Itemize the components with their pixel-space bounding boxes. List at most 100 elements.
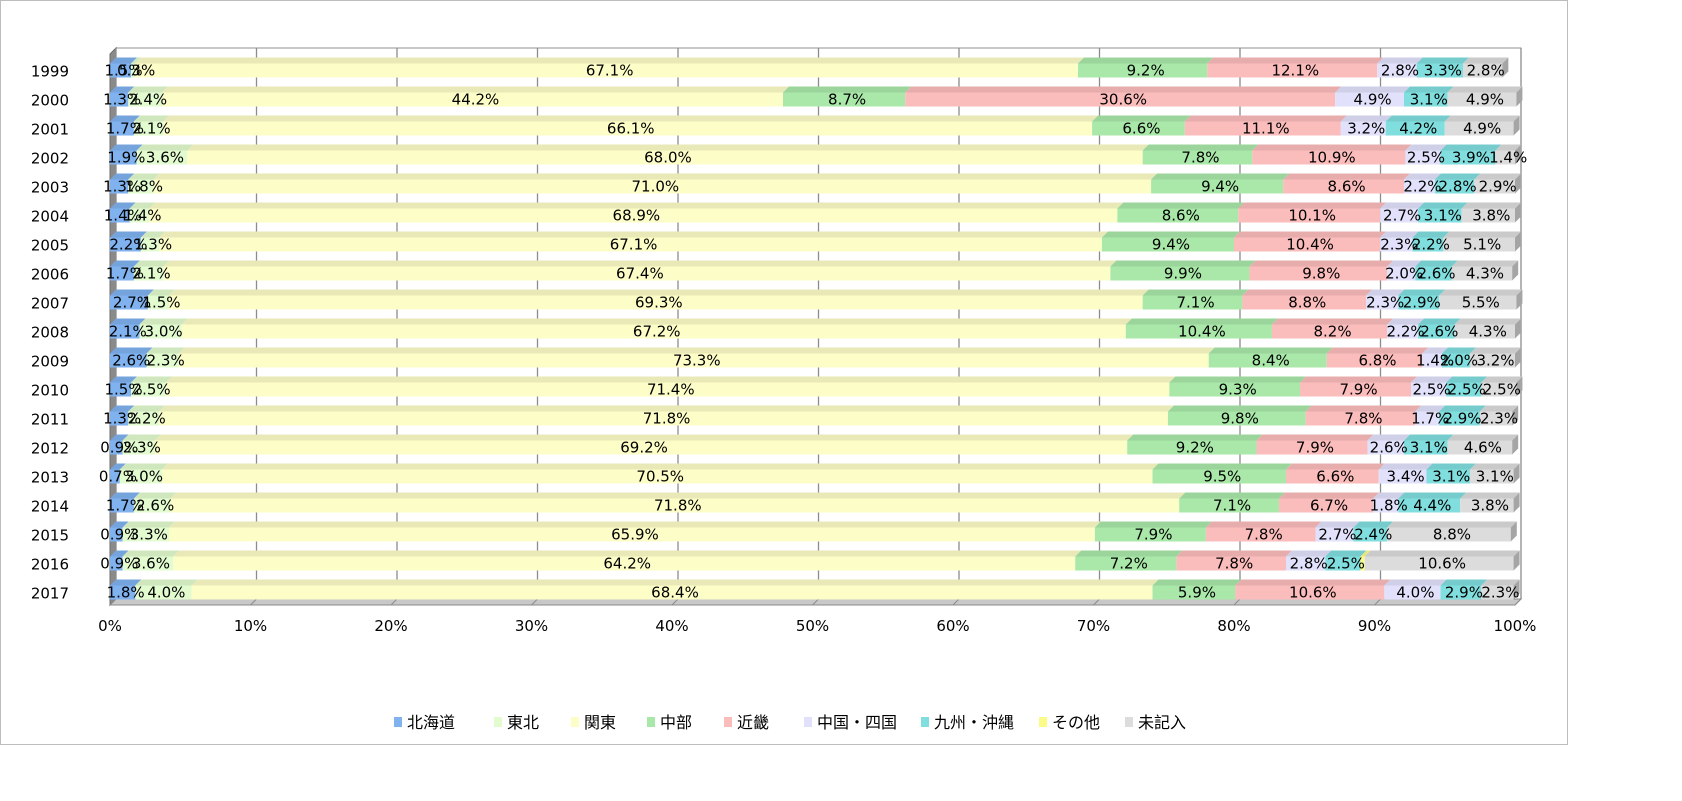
bar-segment	[1440, 585, 1482, 600]
bar-segment	[1387, 324, 1419, 339]
bar-segment-top	[122, 434, 161, 441]
data-label: 9.2%	[1127, 62, 1165, 80]
bar-segment-top	[1367, 434, 1411, 441]
bar-segment	[1234, 237, 1381, 252]
data-label: 9.3%	[1219, 381, 1257, 399]
data-label: 7.8%	[1181, 149, 1219, 167]
grid-line-floor	[1233, 598, 1241, 606]
bar-segment	[1387, 266, 1416, 281]
data-label: 9.4%	[1152, 236, 1190, 254]
bar-segment	[1110, 266, 1250, 281]
data-label: 67.4%	[616, 265, 664, 283]
x-tick-label: 100%	[1494, 617, 1537, 635]
bar-segment	[1439, 295, 1517, 310]
bar-segment	[133, 121, 164, 136]
bar-segment	[1205, 527, 1316, 542]
bar-segment-top	[110, 173, 135, 180]
bar-segment-top	[1384, 579, 1447, 586]
bar-segment-top	[187, 144, 1149, 151]
data-label: 8.8%	[1288, 294, 1326, 312]
bar-segment	[1470, 469, 1514, 484]
data-label: 2.6%	[136, 497, 174, 515]
bar-segment-top	[122, 550, 180, 557]
bar-segment	[1418, 208, 1462, 223]
bar-segment-top	[1364, 550, 1520, 557]
data-label: 71.8%	[643, 410, 691, 428]
bar-segment	[1117, 208, 1239, 223]
y-tick-label: 2017	[31, 585, 69, 603]
bar-segment	[1481, 585, 1514, 600]
bar-segment-top	[1422, 347, 1448, 354]
bar-segment	[1405, 150, 1441, 165]
data-label: 10.4%	[1286, 236, 1334, 254]
bar-segment-top	[1101, 231, 1240, 238]
bar-segment-top	[1415, 260, 1458, 267]
bar-segment-top	[1271, 318, 1394, 325]
bar-segment	[1398, 498, 1461, 513]
bar-end-face	[1512, 260, 1519, 281]
bar-end-face	[1515, 202, 1521, 223]
bar-end-face	[1513, 492, 1520, 513]
bar-segment-top	[1235, 579, 1391, 586]
data-label: 1.3%	[103, 410, 141, 428]
bar-segment	[122, 556, 174, 571]
bar-segment-top	[1434, 173, 1481, 180]
data-label: 7.1%	[1213, 497, 1251, 515]
legend-label: 東北	[507, 713, 539, 732]
bar-segment	[1283, 179, 1405, 194]
bar-segment	[1142, 295, 1243, 310]
bar-segment-top	[1207, 57, 1384, 64]
bar-segment	[110, 237, 141, 252]
bar-segment	[1426, 469, 1471, 484]
bar-segment-top	[1426, 463, 1477, 470]
bar-segment	[1208, 353, 1327, 368]
bar-segment-top	[1142, 144, 1259, 151]
bar-segment-top	[139, 318, 188, 325]
bar-segment	[1481, 382, 1517, 397]
bar-segment-top	[1404, 434, 1454, 441]
data-label: 2.8%	[1381, 62, 1419, 80]
bar-segment-top	[163, 260, 1117, 267]
data-label: 2.8%	[1290, 555, 1328, 573]
bar-segment-top	[782, 86, 912, 93]
bar-segment-top	[110, 144, 143, 151]
bar-segment-top	[1443, 231, 1521, 238]
data-label: 4.9%	[1463, 120, 1501, 138]
data-label: 2.6%	[1370, 439, 1408, 457]
bar-segment-top	[133, 492, 177, 499]
bar-end-face	[1502, 57, 1509, 78]
x-tick-label: 0%	[98, 617, 122, 635]
data-label: 8.4%	[1252, 352, 1290, 370]
bar-segment-top	[159, 231, 1108, 238]
data-label: 12.1%	[1271, 62, 1319, 80]
data-label: 2.8%	[1467, 62, 1505, 80]
data-label: 70.5%	[636, 468, 684, 486]
bar-segment	[1411, 382, 1447, 397]
bar-segment-top	[1249, 260, 1394, 267]
bar-segment	[173, 556, 1076, 571]
bar-segment	[110, 324, 140, 339]
bar-segment	[1440, 150, 1496, 165]
data-label: 2.7%	[1383, 207, 1421, 225]
bar-end-face	[1516, 86, 1523, 107]
data-label: 2.2%	[1403, 178, 1441, 196]
x-tick-label: 20%	[374, 617, 407, 635]
bar-segment-top	[905, 86, 1342, 93]
bar-segment	[1242, 295, 1367, 310]
bar-segment	[187, 150, 1143, 165]
data-label: 1.9%	[107, 149, 145, 167]
bar-segment-top	[1387, 521, 1517, 528]
bar-segment-top	[119, 463, 168, 470]
bar-segment	[169, 527, 1095, 542]
legend-swatch	[1039, 717, 1047, 727]
bar-segment	[191, 585, 1153, 600]
bar-segment-top	[1242, 289, 1373, 296]
bar-segment-top	[154, 434, 1134, 441]
bar-segment	[1142, 150, 1253, 165]
bar-segment	[1367, 440, 1405, 455]
grid-line-floor	[671, 598, 679, 606]
bar-segment	[1398, 295, 1440, 310]
bar-end-face	[1516, 376, 1523, 397]
bar-segment-top	[1234, 231, 1387, 238]
data-label: 1.4%	[1416, 352, 1454, 370]
